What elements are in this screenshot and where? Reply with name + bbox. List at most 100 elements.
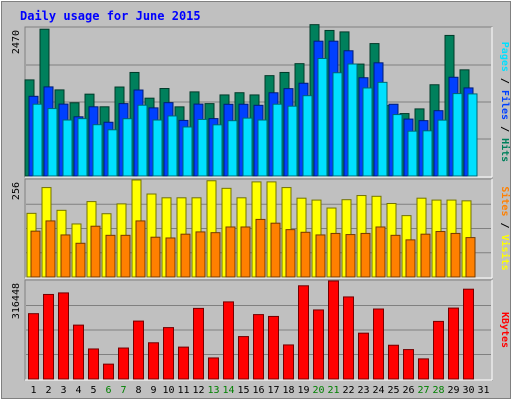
bar-pages-day-28 bbox=[437, 119, 448, 177]
bar-sites-day-5 bbox=[90, 225, 101, 278]
bar-kbytes-day-4 bbox=[73, 324, 84, 380]
bar-pages-day-7 bbox=[122, 118, 133, 177]
x-tick-label: 10 bbox=[162, 385, 174, 396]
bar-sites-day-28 bbox=[435, 231, 446, 278]
x-tick-label: 29 bbox=[447, 385, 459, 396]
bar-kbytes-day-18 bbox=[283, 344, 294, 380]
bar-pages-day-29 bbox=[452, 93, 463, 177]
bar-sites-day-8 bbox=[135, 220, 146, 278]
x-tick-label: 21 bbox=[327, 385, 339, 396]
x-tick-label: 24 bbox=[372, 385, 384, 396]
bar-pages-day-15 bbox=[242, 117, 253, 177]
panel-legend: Sites / Visits bbox=[499, 186, 511, 270]
bar-sites-day-6 bbox=[105, 234, 116, 278]
bar-sites-day-11 bbox=[180, 233, 191, 278]
frame-shadow bbox=[1, 1, 511, 399]
bar-pages-day-4 bbox=[77, 118, 88, 177]
bar-pages-day-21 bbox=[332, 72, 343, 177]
bar-pages-day-5 bbox=[92, 124, 103, 177]
x-tick-label: 20 bbox=[312, 385, 324, 396]
bar-kbytes-day-11 bbox=[178, 346, 189, 380]
x-tick-label: 27 bbox=[417, 385, 429, 396]
x-tick-label: 13 bbox=[207, 385, 219, 396]
bar-kbytes-day-9 bbox=[148, 342, 159, 380]
bar-pages-day-13 bbox=[212, 124, 223, 177]
bar-sites-day-23 bbox=[360, 232, 371, 278]
bar-pages-day-10 bbox=[167, 115, 178, 177]
x-tick-label: 5 bbox=[90, 385, 96, 396]
x-tick-label: 1 bbox=[30, 385, 36, 396]
bar-kbytes-day-13 bbox=[208, 357, 219, 380]
bar-sites-day-4 bbox=[75, 242, 86, 278]
bar-sites-day-19 bbox=[300, 231, 311, 278]
bar-pages-day-8 bbox=[137, 104, 148, 177]
bar-sites-day-27 bbox=[420, 233, 431, 278]
x-tick-label: 28 bbox=[432, 385, 444, 396]
bar-sites-day-12 bbox=[195, 231, 206, 278]
bar-kbytes-day-21 bbox=[328, 280, 339, 380]
x-tick-label: 12 bbox=[192, 385, 204, 396]
bar-kbytes-day-15 bbox=[238, 336, 249, 380]
bar-sites-day-7 bbox=[120, 234, 131, 278]
x-tick-label: 3 bbox=[60, 385, 66, 396]
bar-sites-day-21 bbox=[330, 232, 341, 278]
bar-sites-day-3 bbox=[60, 234, 71, 278]
x-tick-label: 25 bbox=[387, 385, 399, 396]
x-tick-label: 17 bbox=[267, 385, 279, 396]
bar-pages-day-25 bbox=[392, 114, 403, 177]
bar-kbytes-day-17 bbox=[268, 315, 279, 380]
y-max-label: 2470 bbox=[11, 30, 22, 54]
legend-entry-pages: Pages bbox=[499, 42, 510, 72]
bar-kbytes-day-2 bbox=[43, 293, 54, 380]
x-tick-label: 16 bbox=[252, 385, 264, 396]
bar-pages-day-22 bbox=[347, 63, 358, 177]
legend-entry-hits: Hits bbox=[499, 138, 511, 162]
x-tick-label: 2 bbox=[45, 385, 51, 396]
legend-separator: / bbox=[499, 120, 510, 138]
series-kbytes bbox=[28, 280, 474, 380]
bar-sites-day-14 bbox=[225, 226, 236, 278]
x-tick-label: 8 bbox=[135, 385, 141, 396]
bar-sites-day-24 bbox=[375, 226, 386, 278]
bar-kbytes-day-16 bbox=[253, 314, 264, 380]
x-tick-label: 19 bbox=[297, 385, 309, 396]
y-max-label: 316448 bbox=[11, 283, 22, 319]
panel-kbytes: 316448 KBytes bbox=[11, 279, 510, 381]
bar-pages-day-11 bbox=[182, 126, 193, 177]
x-tick-label: 31 bbox=[477, 385, 489, 396]
bar-kbytes-day-5 bbox=[88, 348, 99, 380]
bar-kbytes-day-12 bbox=[193, 307, 204, 380]
x-tick-label: 7 bbox=[120, 385, 126, 396]
x-tick-label: 23 bbox=[357, 385, 369, 396]
bar-pages-day-18 bbox=[287, 105, 298, 177]
bar-sites-day-2 bbox=[45, 220, 56, 278]
bar-pages-day-14 bbox=[227, 120, 238, 177]
bar-kbytes-day-10 bbox=[163, 327, 174, 380]
x-tick-label: 9 bbox=[150, 385, 156, 396]
bar-pages-day-24 bbox=[377, 81, 388, 177]
bar-kbytes-day-7 bbox=[118, 347, 129, 380]
bar-sites-day-18 bbox=[285, 229, 296, 278]
x-tick-label: 26 bbox=[402, 385, 414, 396]
bar-sites-day-13 bbox=[210, 232, 221, 278]
bar-kbytes-day-3 bbox=[58, 292, 69, 380]
bar-kbytes-day-25 bbox=[388, 344, 399, 380]
bar-sites-day-10 bbox=[165, 237, 176, 278]
bar-pages-day-2 bbox=[47, 108, 58, 177]
x-axis: 1 2 3 4 5 6 7 8 9 10 11 12 13 14 15 16 17 18 19 20 21 22 23 24 2… bbox=[30, 385, 489, 396]
bar-pages-day-26 bbox=[407, 130, 418, 177]
bar-kbytes-day-29 bbox=[448, 307, 459, 380]
bar-pages-day-20 bbox=[317, 57, 328, 177]
bar-sites-day-25 bbox=[390, 234, 401, 278]
chart-title: Daily usage for June 2015 bbox=[20, 9, 201, 23]
series-sites bbox=[30, 218, 476, 278]
bar-kbytes-day-1 bbox=[28, 313, 39, 380]
bar-kbytes-day-19 bbox=[298, 285, 309, 380]
x-tick-label: 6 bbox=[105, 385, 111, 396]
legend-entry-kbytes: KBytes bbox=[499, 312, 510, 348]
bar-kbytes-day-27 bbox=[418, 358, 429, 380]
bar-kbytes-day-14 bbox=[223, 301, 234, 380]
series-pages bbox=[32, 57, 478, 177]
bar-kbytes-day-6 bbox=[103, 363, 114, 380]
